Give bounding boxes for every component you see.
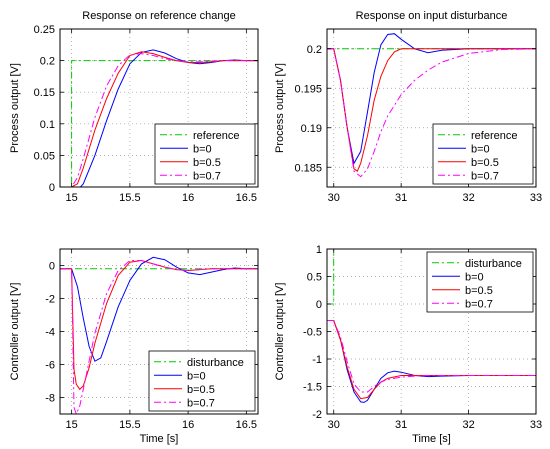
legend-box xyxy=(432,123,534,185)
chart-3: 15 15.5 16 16.5 -8 -6 -4 -2 0 Time [s] Controller … xyxy=(9,248,259,445)
x-tick-label: 15 xyxy=(66,419,78,431)
y-tick-label: 0.2 xyxy=(307,44,322,56)
legend-label: b=0.7 xyxy=(471,170,499,182)
y-tick-label: 0 xyxy=(316,299,322,311)
y-tick-label: -2 xyxy=(312,409,322,421)
y-tick-label: -8 xyxy=(45,393,55,405)
x-tick-label: 30 xyxy=(328,419,340,431)
y-tick-label: -2 xyxy=(45,294,55,306)
legend-label: reference xyxy=(193,130,239,142)
x-tick-label: 16.5 xyxy=(236,192,257,204)
x-tick-label: 33 xyxy=(530,192,542,204)
legend-label: disturbance xyxy=(465,258,522,270)
y-tick-label: 0.1 xyxy=(40,119,55,131)
axes-frame xyxy=(59,28,259,188)
y-tick-label: -1 xyxy=(312,354,322,366)
series-line-b=0 xyxy=(60,256,258,362)
axes-frame xyxy=(326,28,537,188)
x-tick-label: 15 xyxy=(66,192,78,204)
y-tick-label: 0.15 xyxy=(34,87,55,99)
y-tick-label: 0.195 xyxy=(294,83,322,95)
legend-label: b=0.5 xyxy=(187,384,215,396)
y-tick-label: -0.5 xyxy=(303,327,322,339)
y-tick-label: -1.5 xyxy=(303,382,322,394)
legend-label: b=0.5 xyxy=(471,157,499,169)
y-tick-label: -4 xyxy=(45,327,55,339)
x-tick-label: 30 xyxy=(328,192,340,204)
y-axis-label: Process output [V] xyxy=(9,63,21,153)
legend-label: b=0.7 xyxy=(465,298,493,310)
legend-label: b=0.5 xyxy=(465,285,493,297)
y-axis-label: Controller output [V] xyxy=(9,283,21,381)
y-axis-label: Controller output [V] xyxy=(274,283,286,381)
y-axis-label: Process output [V] xyxy=(274,63,286,153)
legend-label: b=0.7 xyxy=(193,170,221,182)
legend-label: b=0 xyxy=(193,143,212,155)
series-line-b=0.7 xyxy=(60,53,258,187)
series-line-b=0.5 xyxy=(60,51,258,187)
legend-box xyxy=(154,123,256,185)
x-tick-label: 16 xyxy=(182,419,194,431)
legend-box xyxy=(148,350,256,412)
chart-1: 15 15.5 16 16.5 0 0.05 0.1 0.15 0.2 0.25 Response … xyxy=(9,10,259,204)
y-tick-label: 0 xyxy=(49,182,55,194)
x-tick-label: 31 xyxy=(395,419,407,431)
chart-2: 30 31 32 33 0.185 0.19 0.195 0.2 Response on inp… xyxy=(274,10,542,204)
x-tick-label: 16.5 xyxy=(236,419,257,431)
legend-label: b=0.7 xyxy=(187,397,215,409)
y-tick-label: 0.2 xyxy=(40,56,55,68)
series-line-reference xyxy=(60,60,258,187)
y-tick-label: -6 xyxy=(45,360,55,372)
y-tick-label: 1 xyxy=(316,244,322,256)
series-line-b=0.7 xyxy=(327,48,536,178)
y-tick-label: 0.05 xyxy=(34,150,55,162)
series-line-b=0 xyxy=(327,320,536,403)
y-tick-label: 0.19 xyxy=(301,123,322,135)
legend-label: b=0 xyxy=(471,143,490,155)
x-axis-label: Time [s] xyxy=(140,433,179,445)
legend-label: b=0 xyxy=(465,271,484,283)
legend-label: reference xyxy=(471,130,517,142)
y-tick-label: 0.25 xyxy=(34,24,55,36)
chart-title: Response on input disturbance xyxy=(356,10,508,22)
y-tick-label: 0.185 xyxy=(294,162,322,174)
legend-label: b=0 xyxy=(187,370,206,382)
chart-4: 30 31 32 33 -2 -1.5 -1 -0.5 0 0.5 1 Time [s] Control… xyxy=(274,244,542,445)
x-tick-label: 33 xyxy=(530,419,542,431)
x-tick-label: 32 xyxy=(462,419,474,431)
y-tick-label: 0.5 xyxy=(307,272,322,284)
x-tick-label: 16 xyxy=(182,192,194,204)
x-axis-label: Time [s] xyxy=(412,433,451,445)
series-line-b=0.7 xyxy=(327,320,536,393)
x-tick-label: 15.5 xyxy=(119,192,140,204)
y-tick-label: 0 xyxy=(49,261,55,273)
chart-title: Response on reference change xyxy=(82,10,236,22)
x-tick-label: 32 xyxy=(462,192,474,204)
legend-box xyxy=(426,251,534,313)
x-tick-label: 15.5 xyxy=(119,419,140,431)
x-tick-label: 31 xyxy=(395,192,407,204)
legend-label: disturbance xyxy=(187,357,244,369)
series-line-b=0.5 xyxy=(60,259,258,391)
legend-label: b=0.5 xyxy=(193,157,221,169)
